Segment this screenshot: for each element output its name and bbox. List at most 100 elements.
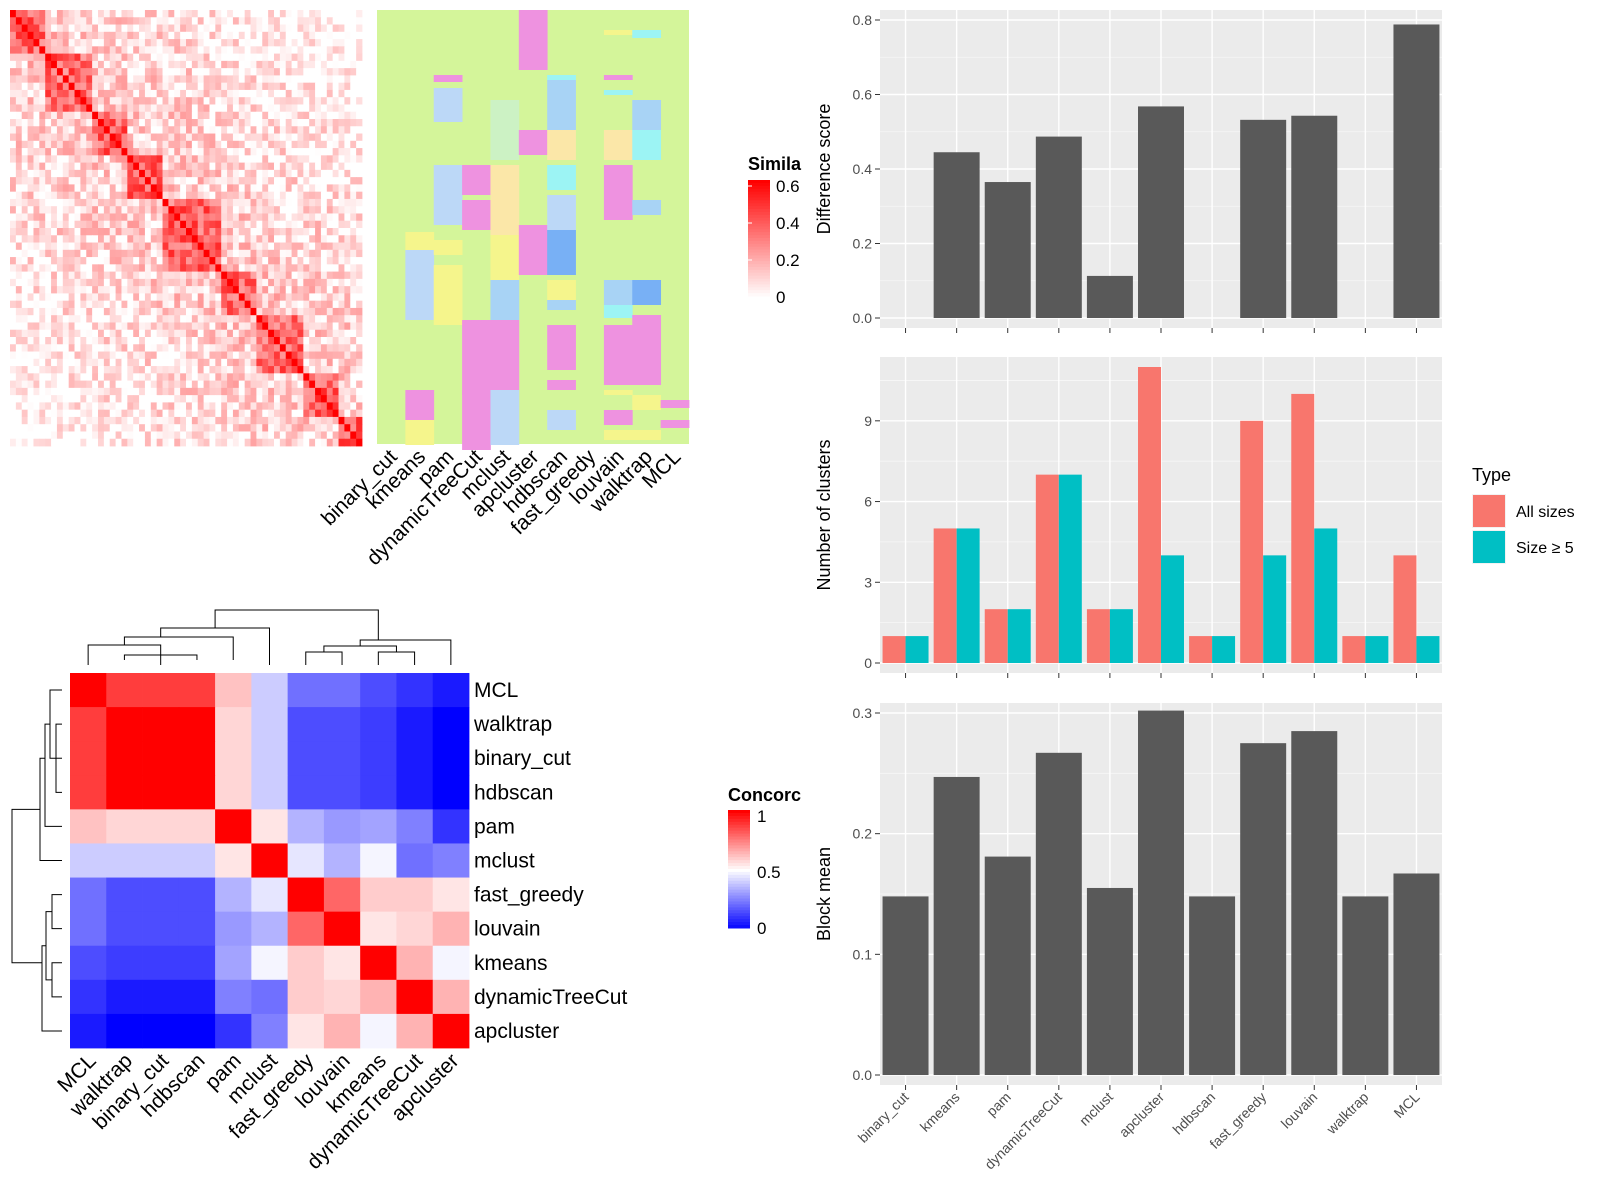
similarity-cell [92,235,99,243]
similarity-cell [344,322,351,331]
x-tick-label-walktrap: walktrap [1323,1089,1372,1138]
similarity-cell [268,307,275,316]
similarity-cell [180,307,187,316]
similarity-cell [139,198,146,207]
similarity-cell [268,424,275,432]
concordance-row-label-hdbscan: hdbscan [474,781,553,804]
similarity-cell [279,271,287,280]
class-cell-walktrap [632,430,662,440]
bar-MCL [1393,24,1440,318]
similarity-cell [133,119,140,127]
similarity-cell [62,307,70,316]
y-tick-label: 0.4 [853,161,873,177]
concordance-cell [70,945,107,981]
similarity-cell [180,228,187,236]
similarity-cell [279,148,287,156]
similarity-cell [238,366,246,374]
similarity-cell [62,148,70,156]
similarity-cell [209,206,216,214]
similarity-cell [144,344,152,352]
similarity-cell [39,307,46,316]
similarity-cell [45,17,52,25]
x-tick-label-apcluster: apcluster [1116,1089,1168,1141]
similarity-cell [127,373,134,381]
similarity-cell [51,68,58,76]
similarity-cell [150,228,158,236]
similarity-cell [74,10,81,18]
similarity-cell [191,424,199,432]
similarity-cell [68,169,75,178]
similarity-cell [156,191,163,200]
similarity-cell [238,60,246,69]
similarity-cell [121,111,128,120]
similarity-cell [262,31,269,40]
similarity-cell [92,184,99,193]
similarity-cell [209,300,216,309]
similarity-cell [150,373,158,381]
similarity-cell [115,17,122,25]
similarity-cell [80,17,87,25]
concordance-cell [215,979,252,1015]
similarity-cell [21,39,28,47]
similarity-cell [174,119,181,127]
similarity-cell [139,75,146,84]
similarity-cell [74,278,81,287]
similarity-cell [56,60,64,69]
similarity-cell [320,162,328,171]
similarity-cell [15,133,23,142]
similarity-cell [303,46,310,54]
similarity-cell [150,337,158,345]
similarity-cell [209,307,216,316]
similarity-cell [309,104,316,113]
similarity-cell [274,286,281,294]
similarity-cell [303,198,310,207]
similarity-cell [180,438,187,447]
similarity-cell [103,53,111,62]
similarity-cell [10,60,17,69]
similarity-cell [86,300,93,309]
similarity-cell [315,60,322,69]
similarity-cell [232,155,240,163]
similarity-cell [303,344,310,352]
similarity-cell [144,148,152,156]
similarity-cell [238,257,246,265]
similarity-cell [15,198,23,207]
similarity-cell [209,220,216,229]
concordance-legend-swatch [728,913,750,917]
similarity-cell [285,111,292,120]
similarity-cell [279,416,287,425]
similarity-cell [262,322,269,331]
similarity-cell [10,424,17,432]
similarity-cell [144,409,152,418]
similarity-cell [162,111,169,120]
similarity-cell [62,373,70,381]
similarity-cell [56,409,64,418]
similarity-cell [127,257,134,265]
similarity-cell [62,206,70,214]
similarity-cell [15,162,23,171]
similarity-cell [338,213,345,222]
similarity-cell [338,344,345,352]
similarity-cell [244,89,251,98]
similarity-cell [326,89,334,98]
similarity-cell [115,358,122,367]
similarity-cell [326,53,334,62]
similarity-cell [80,191,87,200]
similarity-cell [92,213,99,222]
similarity-cell [174,133,181,142]
similarity-cell [332,249,339,258]
similarity-cell [232,235,240,243]
similarity-cell [268,89,275,98]
similarity-cell [144,322,152,331]
similarity-cell [56,53,64,62]
similarity-cell [103,184,111,193]
similarity-cell [56,46,64,54]
similarity-cell [150,366,158,374]
similarity-cell [221,249,228,258]
similarity-cell [221,148,228,156]
similarity-cell [150,315,158,323]
similarity-cell [109,366,116,374]
similarity-cell [291,409,298,418]
similarity-cell [344,104,351,113]
